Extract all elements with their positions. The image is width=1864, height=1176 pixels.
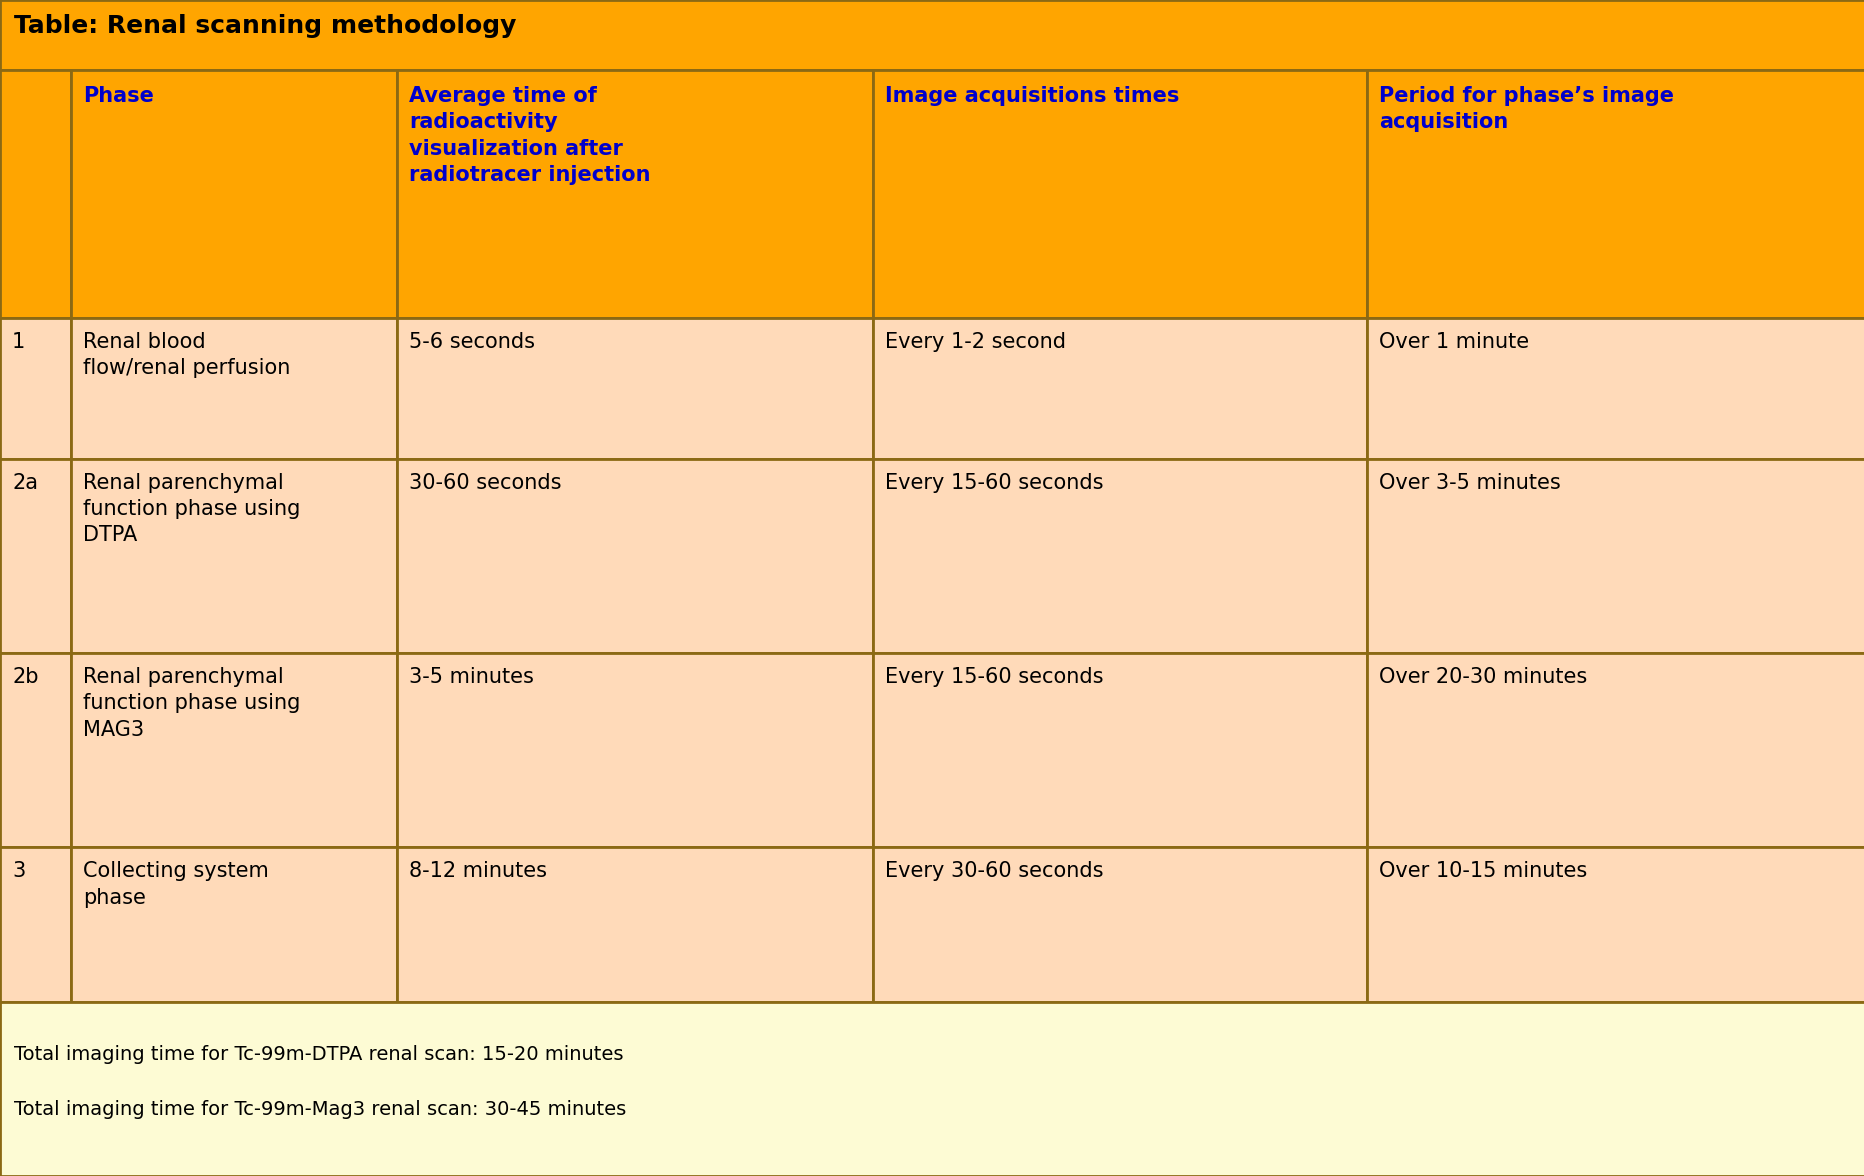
Bar <box>872 848 1366 1002</box>
Bar <box>397 653 872 848</box>
Bar <box>872 318 1366 459</box>
Bar <box>0 848 71 1002</box>
Bar <box>1366 848 1864 1002</box>
Text: Over 1 minute: Over 1 minute <box>1377 332 1528 352</box>
Text: 3: 3 <box>11 862 26 882</box>
Text: Renal blood
flow/renal perfusion: Renal blood flow/renal perfusion <box>82 332 291 379</box>
Text: Total imaging time for Tc-99m-DTPA renal scan: 15-20 minutes: Total imaging time for Tc-99m-DTPA renal… <box>15 1045 623 1064</box>
Bar <box>872 69 1366 318</box>
Text: Renal parenchymal
function phase using
DTPA: Renal parenchymal function phase using D… <box>82 473 300 546</box>
Bar <box>0 653 71 848</box>
Bar <box>71 653 397 848</box>
Text: 5-6 seconds: 5-6 seconds <box>408 332 535 352</box>
Text: 3-5 minutes: 3-5 minutes <box>408 667 533 687</box>
Text: 8-12 minutes: 8-12 minutes <box>408 862 546 882</box>
Bar <box>0 1002 1864 1176</box>
Text: Period for phase’s image
acquisition: Period for phase’s image acquisition <box>1377 86 1674 132</box>
Bar <box>1366 69 1864 318</box>
Bar <box>71 848 397 1002</box>
Text: Total imaging time for Tc-99m-Mag3 renal scan: 30-45 minutes: Total imaging time for Tc-99m-Mag3 renal… <box>15 1100 626 1118</box>
Bar <box>0 69 71 318</box>
Bar <box>71 69 397 318</box>
Bar <box>1366 653 1864 848</box>
Text: 2a: 2a <box>11 473 37 493</box>
Text: Every 15-60 seconds: Every 15-60 seconds <box>884 667 1103 687</box>
Text: Over 20-30 minutes: Over 20-30 minutes <box>1377 667 1586 687</box>
Text: 30-60 seconds: 30-60 seconds <box>408 473 561 493</box>
Text: Renal parenchymal
function phase using
MAG3: Renal parenchymal function phase using M… <box>82 667 300 740</box>
Bar <box>0 0 1864 69</box>
Bar <box>397 69 872 318</box>
Bar <box>1366 459 1864 653</box>
Bar <box>397 848 872 1002</box>
Bar <box>872 653 1366 848</box>
Text: Every 1-2 second: Every 1-2 second <box>884 332 1064 352</box>
Bar <box>872 459 1366 653</box>
Text: Over 10-15 minutes: Over 10-15 minutes <box>1377 862 1586 882</box>
Text: Average time of
radioactivity
visualization after
radiotracer injection: Average time of radioactivity visualizat… <box>408 86 651 185</box>
Text: 2b: 2b <box>11 667 39 687</box>
Text: Image acquisitions times: Image acquisitions times <box>884 86 1178 106</box>
Bar <box>397 459 872 653</box>
Text: Every 30-60 seconds: Every 30-60 seconds <box>884 862 1103 882</box>
Text: Collecting system
phase: Collecting system phase <box>82 862 268 908</box>
Bar <box>0 459 71 653</box>
Bar <box>0 318 71 459</box>
Text: Over 3-5 minutes: Over 3-5 minutes <box>1377 473 1560 493</box>
Bar <box>71 318 397 459</box>
Text: Every 15-60 seconds: Every 15-60 seconds <box>884 473 1103 493</box>
Bar <box>1366 318 1864 459</box>
Bar <box>71 459 397 653</box>
Text: Table: Renal scanning methodology: Table: Renal scanning methodology <box>15 14 516 38</box>
Text: 1: 1 <box>11 332 26 352</box>
Bar <box>397 318 872 459</box>
Text: Phase: Phase <box>82 86 153 106</box>
